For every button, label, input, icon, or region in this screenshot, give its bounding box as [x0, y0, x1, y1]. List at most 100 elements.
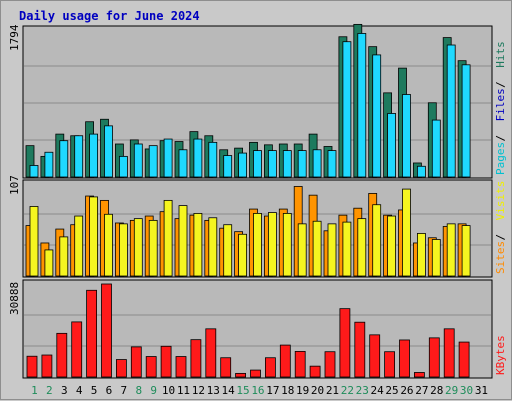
bar-sites — [282, 213, 292, 277]
bar-sites — [446, 223, 456, 277]
legend-separator: / — [494, 135, 507, 142]
bar-sites — [357, 218, 367, 277]
bar-files — [89, 133, 98, 178]
bar-kbytes — [324, 351, 336, 378]
bar-kbytes — [190, 339, 202, 378]
bar-sites — [253, 213, 262, 277]
bar-files — [342, 41, 352, 178]
bar-files — [446, 44, 456, 178]
bar-kbytes — [384, 351, 396, 378]
bar-kbytes — [443, 328, 455, 378]
bar-files — [148, 145, 158, 178]
bar-sites — [44, 249, 54, 277]
bar-kbytes — [279, 344, 291, 378]
bar-kbytes — [205, 328, 217, 378]
bar-sites — [223, 224, 233, 277]
bar-files — [327, 150, 337, 178]
bar-sites — [327, 223, 337, 277]
x-tick-label: 16 — [251, 384, 264, 397]
x-tick-label: 30 — [460, 384, 473, 397]
bar-sites — [148, 219, 158, 277]
x-tick-label: 26 — [400, 384, 413, 397]
visits-ymax-label: 107 — [8, 175, 21, 195]
x-tick-label: 24 — [371, 384, 385, 397]
bar-files — [29, 165, 39, 178]
bar-kbytes — [116, 359, 127, 378]
bar-files — [223, 155, 233, 178]
bar-kbytes — [235, 372, 247, 378]
bar-sites — [208, 217, 218, 277]
x-tick-label: 28 — [430, 384, 443, 397]
bar-sites — [74, 215, 84, 277]
bar-kbytes — [220, 357, 232, 378]
bar-sites — [89, 196, 98, 277]
bar-kbytes — [130, 346, 142, 378]
bar-files — [372, 54, 382, 178]
bar-kbytes — [250, 369, 261, 378]
bar-files — [312, 149, 322, 178]
bar-sites — [59, 236, 69, 277]
legend-separator: / — [494, 81, 507, 88]
hits-ymax-label: 1794 — [8, 24, 21, 51]
legend-sites: Sites — [494, 241, 507, 274]
bar-kbytes — [145, 356, 157, 378]
bar-kbytes — [399, 339, 410, 378]
bar-kbytes — [339, 308, 351, 378]
bar-sites — [238, 233, 248, 277]
bar-files — [178, 149, 188, 178]
bar-kbytes — [309, 365, 321, 378]
bar-sites — [312, 220, 322, 277]
x-tick-label: 19 — [296, 384, 309, 397]
bar-sites — [372, 204, 382, 277]
bar-kbytes — [71, 321, 83, 378]
x-tick-label: 5 — [91, 384, 98, 397]
bar-sites — [416, 233, 426, 277]
bar-files — [402, 94, 411, 178]
x-tick-label: 15 — [236, 384, 249, 397]
x-tick-label: 23 — [356, 384, 369, 397]
x-tick-label: 10 — [162, 384, 175, 397]
bar-files — [59, 140, 69, 178]
bar-files — [44, 151, 54, 178]
bar-files — [208, 141, 218, 178]
bar-files — [119, 155, 128, 178]
bar-sites — [29, 206, 39, 277]
bar-files — [133, 143, 143, 178]
x-tick-label: 11 — [177, 384, 190, 397]
bar-kbytes — [354, 321, 366, 378]
bar-sites — [163, 199, 173, 277]
bar-kbytes — [101, 283, 112, 378]
x-tick-label: 21 — [326, 384, 339, 397]
bar-sites — [402, 188, 411, 277]
x-tick-label: 13 — [207, 384, 220, 397]
bar-files — [104, 125, 113, 178]
bar-kbytes — [41, 354, 53, 378]
bar-sites — [461, 225, 471, 277]
chart-title: Daily usage for June 2024 — [19, 9, 200, 23]
legend-hits: Hits — [494, 41, 507, 68]
legend-separator: / — [494, 234, 507, 241]
bar-files — [163, 138, 173, 178]
bar-kbytes — [86, 289, 97, 378]
x-tick-label: 8 — [135, 384, 142, 397]
bar-files — [74, 135, 84, 178]
x-tick-label: 1 — [31, 384, 38, 397]
legend-pages: Pages — [494, 142, 507, 175]
bar-sites — [267, 212, 277, 277]
bar-sites — [133, 218, 143, 277]
bar-sites — [104, 213, 113, 277]
bar-kbytes — [458, 341, 470, 378]
bar-files — [461, 64, 471, 178]
kbytes-ymax-label: 30888 — [8, 282, 21, 315]
bar-sites — [178, 205, 188, 277]
bar-files — [357, 33, 367, 178]
x-tick-label: 6 — [106, 384, 113, 397]
bar-kbytes — [413, 372, 425, 378]
x-tick-label: 9 — [150, 384, 157, 397]
legend-files: Files — [494, 88, 507, 121]
bar-sites — [119, 223, 128, 277]
bar-sites — [342, 221, 352, 277]
bar-files — [193, 138, 203, 178]
bar-kbytes — [264, 357, 276, 378]
bar-sites — [387, 215, 397, 277]
